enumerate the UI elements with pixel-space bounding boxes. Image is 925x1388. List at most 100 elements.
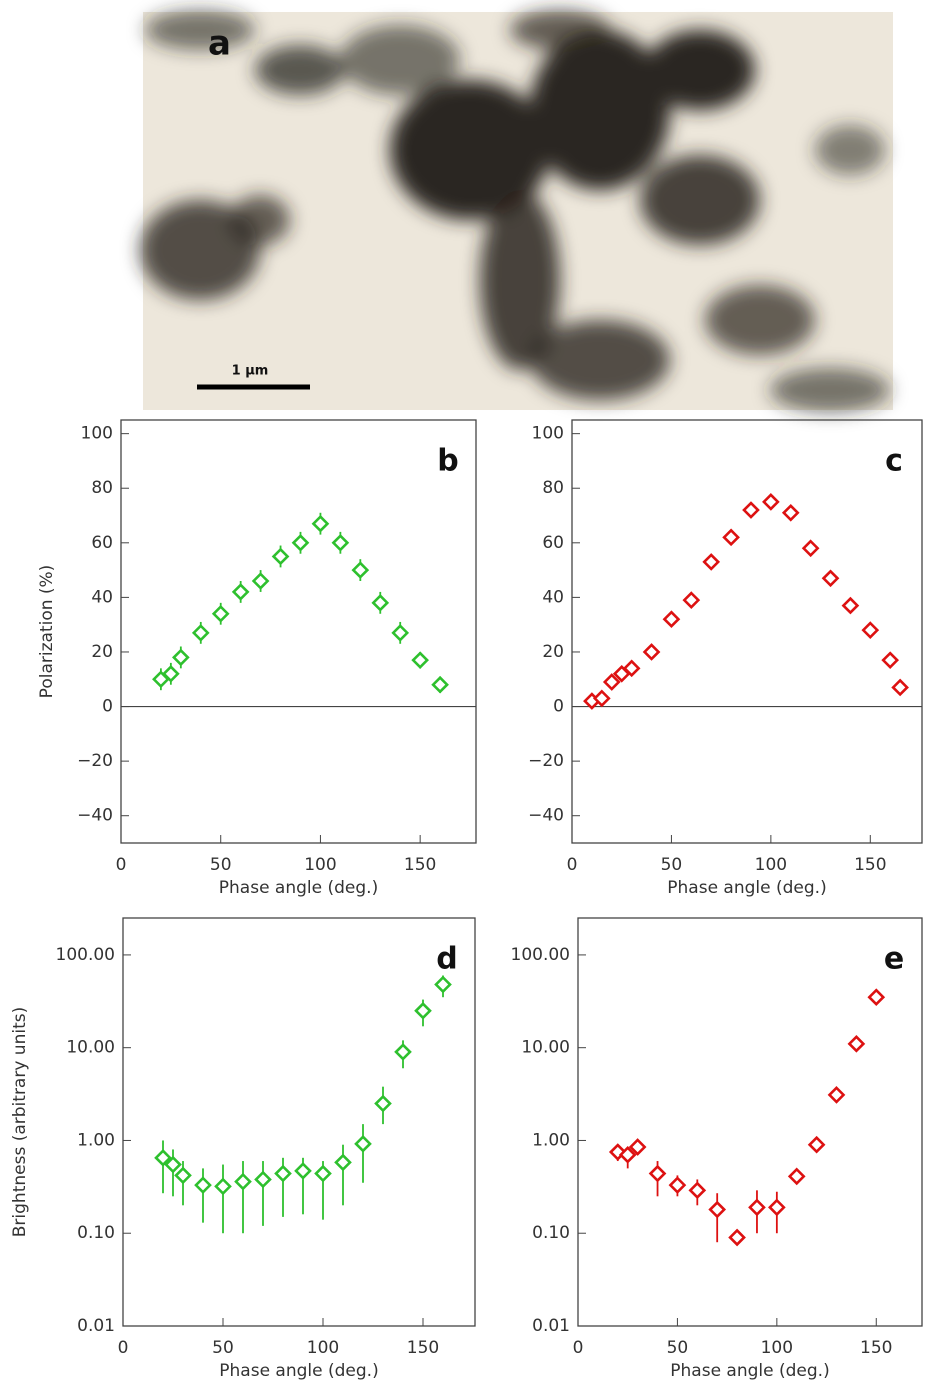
marker bbox=[841, 596, 860, 615]
marker bbox=[411, 651, 429, 669]
x-tick-label: 50 bbox=[212, 1338, 234, 1358]
marker bbox=[234, 1172, 252, 1191]
y-tick-label: −40 bbox=[528, 806, 564, 826]
marker bbox=[602, 673, 621, 691]
marker bbox=[371, 594, 390, 612]
y-tick-label: 80 bbox=[91, 478, 113, 498]
y-tick-label: 100.00 bbox=[56, 945, 115, 965]
marker bbox=[164, 1155, 182, 1174]
x-tick-label: 50 bbox=[661, 855, 683, 875]
x-tick-label: 100 bbox=[304, 855, 336, 875]
y-tick-label: 10.00 bbox=[521, 1038, 570, 1058]
marker bbox=[608, 1143, 627, 1161]
marker bbox=[254, 1170, 272, 1189]
panel-label: b bbox=[437, 444, 458, 479]
y-tick-label: 0 bbox=[102, 697, 113, 717]
micrograph: a 1 μm bbox=[140, 10, 893, 412]
marker bbox=[861, 621, 880, 639]
x-tick-label: 150 bbox=[860, 1338, 892, 1358]
marker bbox=[807, 1135, 826, 1154]
marker bbox=[768, 1198, 786, 1217]
y-axis-label: Polarization (%) bbox=[37, 565, 57, 699]
marker bbox=[311, 514, 330, 533]
x-tick-label: 0 bbox=[118, 1338, 129, 1358]
y-tick-label: 100 bbox=[532, 424, 564, 444]
panel-label: c bbox=[885, 444, 903, 479]
panel-label: e bbox=[884, 942, 904, 977]
marker bbox=[622, 659, 641, 678]
marker bbox=[867, 988, 886, 1007]
y-tick-label: −20 bbox=[528, 751, 564, 771]
y-tick-label: 100 bbox=[81, 424, 113, 444]
plot-frame bbox=[120, 419, 477, 844]
marker bbox=[642, 643, 661, 661]
marker bbox=[171, 648, 190, 667]
marker bbox=[618, 1145, 637, 1164]
marker bbox=[891, 678, 909, 697]
x-tick-label: 100 bbox=[761, 1338, 793, 1358]
x-tick-label: 50 bbox=[210, 855, 232, 875]
marker bbox=[294, 1162, 312, 1180]
y-tick-label: −20 bbox=[77, 751, 113, 771]
x-tick-label: 100 bbox=[307, 1338, 339, 1358]
marker bbox=[414, 1001, 432, 1020]
marker bbox=[391, 624, 410, 642]
y-axis-label: Brightness (arbitrary units) bbox=[10, 1007, 30, 1237]
marker bbox=[648, 1164, 667, 1183]
marker bbox=[251, 572, 270, 590]
marker bbox=[334, 1153, 352, 1172]
x-tick-label: 150 bbox=[404, 855, 436, 875]
marker bbox=[702, 553, 721, 571]
marker bbox=[592, 689, 611, 708]
marker bbox=[331, 533, 350, 552]
y-tick-label: 0.10 bbox=[77, 1223, 115, 1243]
y-tick-label: 40 bbox=[542, 587, 564, 607]
marker bbox=[162, 664, 180, 683]
x-tick-label: 0 bbox=[573, 1338, 584, 1358]
marker bbox=[191, 624, 210, 642]
marker bbox=[708, 1200, 727, 1219]
plot-frame bbox=[122, 917, 476, 1327]
y-tick-label: 20 bbox=[91, 642, 113, 662]
marker bbox=[314, 1164, 332, 1183]
marker bbox=[781, 503, 800, 522]
marker bbox=[662, 610, 681, 629]
y-tick-label: 20 bbox=[542, 642, 564, 662]
marker bbox=[881, 651, 900, 669]
marker bbox=[847, 1035, 866, 1053]
marker bbox=[688, 1181, 707, 1200]
marker bbox=[628, 1138, 647, 1156]
y-tick-label: 0.01 bbox=[77, 1316, 115, 1336]
panel-label: a bbox=[208, 24, 231, 64]
particles bbox=[140, 10, 890, 412]
x-axis-label: Phase angle (deg.) bbox=[670, 1361, 829, 1381]
marker bbox=[787, 1167, 806, 1186]
y-tick-label: 10.00 bbox=[66, 1038, 115, 1058]
x-axis-label: Phase angle (deg.) bbox=[219, 1361, 378, 1381]
marker bbox=[821, 569, 840, 588]
marker bbox=[274, 1164, 292, 1183]
x-tick-label: 150 bbox=[854, 855, 886, 875]
marker bbox=[394, 1043, 412, 1061]
marker bbox=[742, 501, 760, 519]
x-axis-label: Phase angle (deg.) bbox=[667, 878, 826, 898]
y-tick-label: 0.10 bbox=[532, 1223, 570, 1243]
y-tick-label: 60 bbox=[91, 533, 113, 553]
x-tick-label: 50 bbox=[667, 1338, 689, 1358]
marker bbox=[827, 1086, 846, 1104]
plot-frame bbox=[577, 917, 923, 1327]
y-tick-label: 0 bbox=[553, 697, 564, 717]
panel-label: d bbox=[436, 942, 457, 977]
x-tick-label: 150 bbox=[407, 1338, 439, 1358]
marker bbox=[231, 583, 250, 601]
x-tick-label: 0 bbox=[567, 855, 578, 875]
y-tick-label: 0.01 bbox=[532, 1316, 570, 1336]
marker bbox=[351, 561, 370, 579]
y-tick-label: 60 bbox=[542, 533, 564, 553]
marker bbox=[762, 493, 780, 511]
x-axis-label: Phase angle (deg.) bbox=[219, 878, 378, 898]
marker bbox=[194, 1176, 212, 1194]
y-tick-label: 1.00 bbox=[77, 1130, 115, 1150]
y-tick-label: −40 bbox=[77, 806, 113, 826]
